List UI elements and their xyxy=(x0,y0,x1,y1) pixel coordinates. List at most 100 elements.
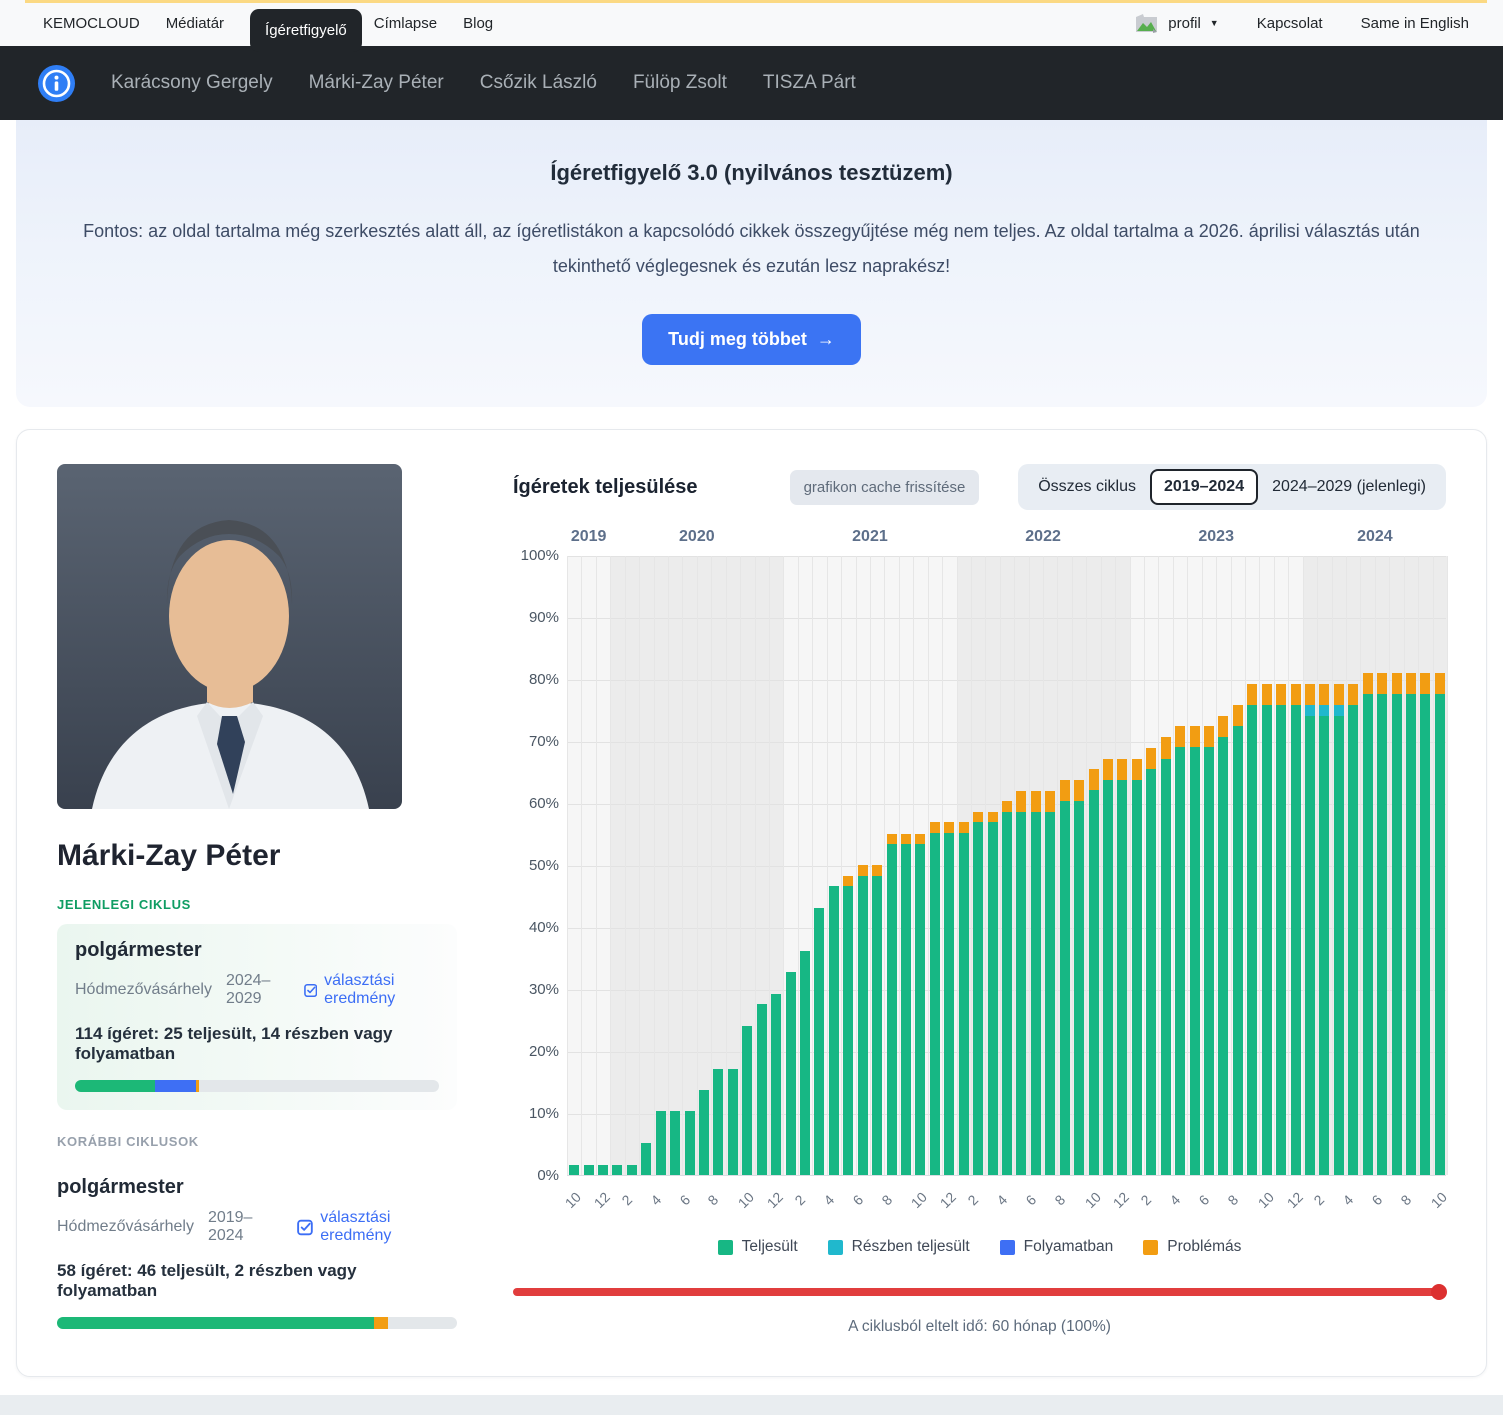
bar-teljesült xyxy=(1045,811,1056,1176)
x-tick-label: 8 xyxy=(1397,1191,1415,1209)
v-gridline xyxy=(1158,556,1160,1176)
bar-problémás xyxy=(1276,683,1287,705)
h-gridline-100% xyxy=(567,556,1446,558)
previous-cycle-box: polgármester Hódmezővásárhely 2019–2024 … xyxy=(57,1161,457,1330)
v-gridline xyxy=(1216,556,1218,1176)
bar-problémás xyxy=(1045,790,1056,812)
v-gridline xyxy=(1389,556,1391,1176)
bar-teljesült xyxy=(944,832,955,1176)
bar-problémás xyxy=(1319,684,1330,706)
v-gridline xyxy=(1086,556,1088,1176)
year-stripe-2023 xyxy=(1129,556,1303,1176)
year-label-2021: 2021 xyxy=(852,528,888,546)
bar-teljesült xyxy=(901,844,912,1176)
y-tick-label: 40% xyxy=(528,919,559,937)
bar-teljesült xyxy=(915,844,926,1176)
person-link[interactable]: Csőzik László xyxy=(479,72,597,93)
x-tick-label: 4 xyxy=(820,1191,838,1209)
v-gridline xyxy=(610,556,612,1176)
bar-teljesült xyxy=(1276,704,1287,1176)
v-gridline xyxy=(985,556,987,1176)
current-cycle-progressbar xyxy=(75,1080,439,1093)
bar-teljesült xyxy=(670,1111,681,1176)
progress-segment-teljesült xyxy=(57,1317,375,1330)
person-link[interactable]: TISZA Párt xyxy=(762,72,856,93)
bar-teljesült xyxy=(1030,811,1041,1176)
learn-more-button[interactable]: Tudj meg többet → xyxy=(642,314,861,366)
tab-2024-2029[interactable]: 2024–2029 (jelenlegi) xyxy=(1272,478,1426,496)
nav-tab-címlapse[interactable]: Címlapse xyxy=(373,14,438,32)
v-gridline xyxy=(913,556,915,1176)
v-gridline xyxy=(581,556,583,1176)
v-gridline xyxy=(567,556,568,1176)
bar-problémás xyxy=(1131,758,1142,780)
x-tick-label: 4 xyxy=(647,1191,665,1209)
bar-problémás xyxy=(1088,769,1099,791)
y-tick-label: 100% xyxy=(520,547,559,565)
bar-teljesült xyxy=(1290,704,1301,1176)
current-cycle-label: JELENLEGI CIKLUS xyxy=(57,897,191,913)
bar-problémás xyxy=(1377,673,1388,695)
bar-teljesült xyxy=(1175,747,1186,1176)
bar-teljesült xyxy=(641,1142,652,1176)
bar-teljesült xyxy=(857,875,868,1176)
election-result-link-current[interactable]: választási eredmény xyxy=(303,972,439,1008)
elapsed-time-slider[interactable] xyxy=(513,1284,1447,1301)
profile-menu[interactable]: profil ▼ xyxy=(1134,13,1219,34)
nav-link-kapcsolat[interactable]: Kapcsolat xyxy=(1256,14,1323,32)
person-link[interactable]: Fülöp Zsolt xyxy=(632,72,727,93)
legend-item-folyamatban: Folyamatban xyxy=(999,1238,1113,1256)
current-cycle-years: 2024–2029 xyxy=(225,972,271,1008)
v-gridline xyxy=(1129,556,1131,1176)
nav-link-english[interactable]: Same in English xyxy=(1360,14,1469,32)
v-gridline xyxy=(1317,556,1319,1176)
bar-teljesült xyxy=(684,1111,695,1176)
bar-teljesült xyxy=(569,1164,580,1176)
bar-teljesült xyxy=(1348,704,1359,1176)
bar-problémás xyxy=(929,822,940,833)
x-tick-label: 10 xyxy=(561,1189,585,1212)
person-link[interactable]: Karácsony Gergely xyxy=(111,72,273,93)
bar-teljesült xyxy=(1102,779,1113,1176)
bar-teljesült xyxy=(1304,715,1315,1176)
h-gridline-80% xyxy=(567,680,1446,682)
legend-item-problémás: Problémás xyxy=(1143,1238,1241,1256)
brand-kemocloud[interactable]: KEMOCLOUD xyxy=(43,14,140,32)
nav-tab-blog[interactable]: Blog xyxy=(463,14,494,32)
nav-tab-médiatár[interactable]: Médiatár xyxy=(165,14,225,32)
nav-tab-ígéretfigyelő[interactable]: Ígéretfigyelő xyxy=(250,8,362,52)
chart-plot-area: 2019 2020 2021 2022 2023 2024 10 12 2 4 6 8 10 12 2 4 6 8… xyxy=(562,528,1450,1211)
year-label-2024: 2024 xyxy=(1357,528,1393,546)
slider-track[interactable] xyxy=(513,1288,1446,1297)
hero-title: Ígéretfigyelő 3.0 (nyilvános tesztüzem) xyxy=(550,160,953,185)
x-tick-label: 6 xyxy=(1368,1191,1386,1209)
bar-problémás xyxy=(1074,780,1085,802)
bar-teljesült xyxy=(1059,801,1070,1176)
bar-problémás xyxy=(1218,715,1229,737)
person-link[interactable]: Márki-Zay Péter xyxy=(308,72,444,93)
v-gridline xyxy=(653,556,655,1176)
bar-problémás xyxy=(1304,684,1315,706)
x-tick-label: 8 xyxy=(878,1191,895,1209)
bar-problémás xyxy=(872,865,883,876)
refresh-cache-button[interactable]: grafikon cache frissítése xyxy=(789,469,980,505)
bar-problémás xyxy=(1160,737,1171,759)
tab-all-cycles[interactable]: Összes ciklus xyxy=(1038,478,1136,496)
chart-header: Ígéretek teljesülése grafikon cache fris… xyxy=(513,464,1446,511)
page-background-strip xyxy=(0,1395,1503,1415)
y-tick-label: 20% xyxy=(528,1043,559,1061)
progress-segment-folyamatban xyxy=(154,1080,197,1093)
tab-2019-2024[interactable]: 2019–2024 xyxy=(1150,469,1259,506)
year-stripe-2022 xyxy=(956,556,1130,1176)
v-gridline xyxy=(1043,556,1045,1176)
slider-thumb[interactable] xyxy=(1431,1284,1447,1301)
v-gridline xyxy=(639,556,641,1176)
info-icon[interactable] xyxy=(38,64,75,102)
year-label-2019: 2019 xyxy=(570,528,607,546)
bar-problémás xyxy=(1420,673,1431,695)
v-gridline xyxy=(768,556,770,1176)
v-gridline xyxy=(1302,556,1304,1176)
election-result-link-previous[interactable]: választási eredmény xyxy=(297,1209,457,1245)
bar-teljesült xyxy=(1002,811,1012,1176)
v-gridline xyxy=(1331,556,1333,1176)
